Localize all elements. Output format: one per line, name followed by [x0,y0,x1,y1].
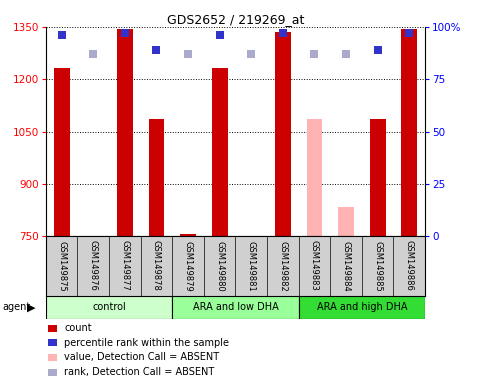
Text: GSM149878: GSM149878 [152,240,161,291]
Bar [54,68,70,236]
Bar [298,296,425,319]
Point [58,32,66,38]
Point [279,30,287,36]
Text: rank, Detection Call = ABSENT: rank, Detection Call = ABSENT [64,367,214,377]
Bar [370,119,385,236]
Text: ARA and low DHA: ARA and low DHA [193,302,278,312]
Text: GSM149879: GSM149879 [184,240,193,291]
Point [311,51,318,57]
Text: percentile rank within the sample: percentile rank within the sample [64,338,229,348]
Text: GSM149877: GSM149877 [120,240,129,291]
Point [121,30,129,36]
Point [184,51,192,57]
Text: GSM149876: GSM149876 [89,240,98,291]
Bar [172,296,298,319]
Point [247,51,255,57]
Point [153,47,160,53]
Title: GDS2652 / 219269_at: GDS2652 / 219269_at [167,13,304,26]
Bar [149,119,164,236]
Text: GSM149881: GSM149881 [247,240,256,291]
Text: GSM149885: GSM149885 [373,240,382,291]
Bar [212,68,227,236]
Point [342,51,350,57]
Point [405,30,413,36]
Point [374,47,382,53]
Text: count: count [64,323,92,333]
Text: GSM149875: GSM149875 [57,240,66,291]
Bar [338,207,354,236]
Bar [307,119,322,236]
Text: agent: agent [2,302,30,312]
Text: value, Detection Call = ABSENT: value, Detection Call = ABSENT [64,352,219,362]
Text: GSM149886: GSM149886 [405,240,414,291]
Bar [275,32,291,236]
Bar [46,296,172,319]
Text: ▶: ▶ [27,302,35,312]
Point [89,51,97,57]
Text: GSM149882: GSM149882 [278,240,287,291]
Text: GSM149883: GSM149883 [310,240,319,291]
Text: control: control [92,302,126,312]
Text: ARA and high DHA: ARA and high DHA [316,302,407,312]
Point [216,32,224,38]
Text: GSM149884: GSM149884 [341,240,351,291]
Bar [180,234,196,236]
Text: GSM149880: GSM149880 [215,240,224,291]
Bar [117,29,133,236]
Bar [401,29,417,236]
